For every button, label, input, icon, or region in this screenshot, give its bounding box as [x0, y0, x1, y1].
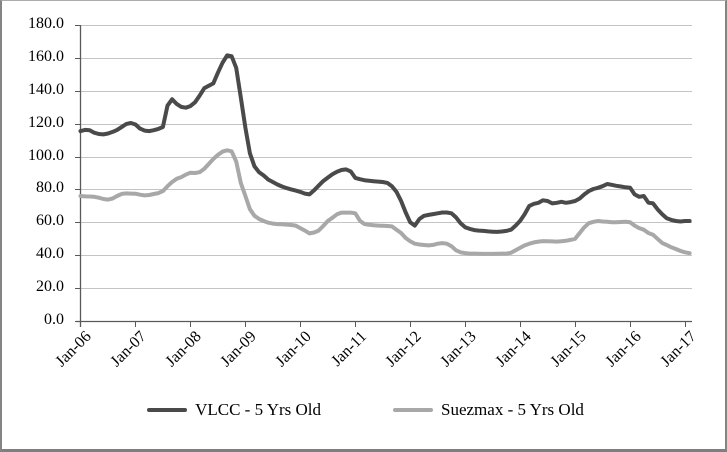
suezmax-line-sample-icon	[393, 408, 434, 412]
y-tick-label: 120.0	[28, 113, 64, 131]
vlcc-line-sample-icon	[147, 408, 188, 412]
legend-item-suezmax: Suezmax - 5 Yrs Old	[393, 400, 584, 420]
y-tick-label: 20.0	[36, 278, 64, 296]
y-tick-label: 160.0	[28, 47, 64, 65]
y-tick-label: 180.0	[28, 15, 64, 32]
vlcc-series-line	[78, 53, 692, 234]
legend-item-vlcc: VLCC - 5 Yrs Old	[147, 400, 321, 420]
legend-label-vlcc: VLCC - 5 Yrs Old	[195, 400, 322, 419]
legend: VLCC - 5 Yrs Old Suezmax - 5 Yrs Old	[2, 400, 725, 420]
y-tick-label: 140.0	[28, 80, 64, 98]
y-tick-label: 80.0	[36, 179, 64, 197]
suezmax-series-line	[78, 148, 692, 256]
y-tick-label: 100.0	[28, 146, 64, 164]
y-tick-label: 40.0	[36, 245, 64, 263]
y-tick-label: 60.0	[36, 212, 64, 230]
legend-label-suezmax: Suezmax - 5 Yrs Old	[441, 400, 584, 419]
y-tick-label: 0.0	[44, 311, 64, 328]
